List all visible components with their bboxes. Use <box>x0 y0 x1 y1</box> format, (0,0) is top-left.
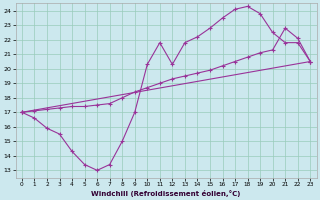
X-axis label: Windchill (Refroidissement éolien,°C): Windchill (Refroidissement éolien,°C) <box>92 190 241 197</box>
